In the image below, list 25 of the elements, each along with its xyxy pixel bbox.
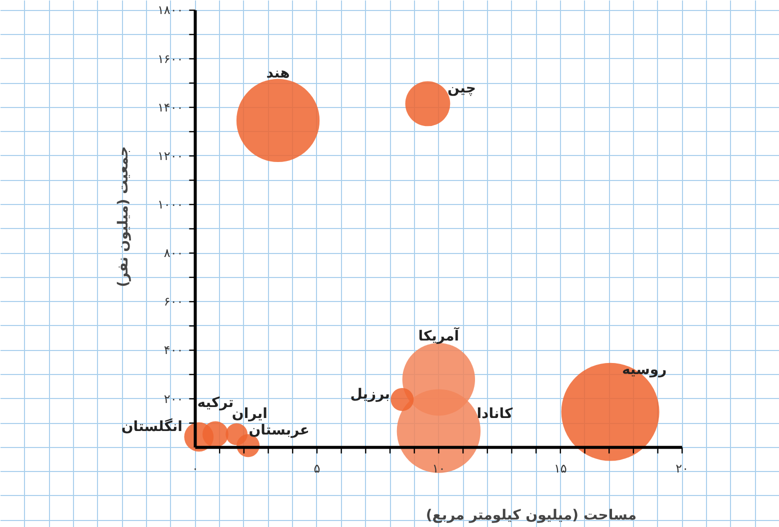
y-tick-label: ۸۰۰ — [164, 246, 184, 260]
annotation: چین — [448, 80, 476, 97]
annotation: ترکیه — [197, 395, 234, 412]
annotation: ایران — [232, 406, 268, 422]
y-tick-label: ۴۰۰ — [164, 343, 184, 358]
x-tick-label: ۱۰ — [432, 461, 446, 476]
x-tick-label: ۲۰ — [676, 461, 689, 476]
y-tick-label: ۱۴۰۰ — [157, 100, 184, 114]
x-tick-label: ۵ — [314, 461, 320, 476]
x-axis-title: مساحت (میلیون کیلومتر مربع) — [426, 507, 637, 524]
annotation: برزیل — [350, 386, 390, 403]
annotation: عربستان — [248, 422, 310, 439]
y-tick-label: ۱۰۰۰ — [157, 198, 184, 212]
annotation: انگلستان — [121, 418, 182, 435]
y-tick-label: ۱۸۰۰ — [157, 3, 184, 18]
x-tick-label: ۱۵ — [554, 461, 567, 476]
y-axis-title: جمعیت (میلیون نفر) — [115, 146, 132, 288]
y-tick-label: ۲۰۰ — [164, 392, 184, 406]
annotation: کانادا — [476, 406, 514, 422]
annotation: هند — [266, 65, 290, 82]
y-tick-label: ۱۶۰۰ — [157, 52, 184, 66]
y-tick-label: ۱۲۰۰ — [157, 148, 184, 163]
y-tick-label: ۶۰۰ — [164, 294, 184, 309]
x-tick-label: ۰ — [192, 461, 198, 476]
annotation: آمریکا — [418, 326, 460, 344]
